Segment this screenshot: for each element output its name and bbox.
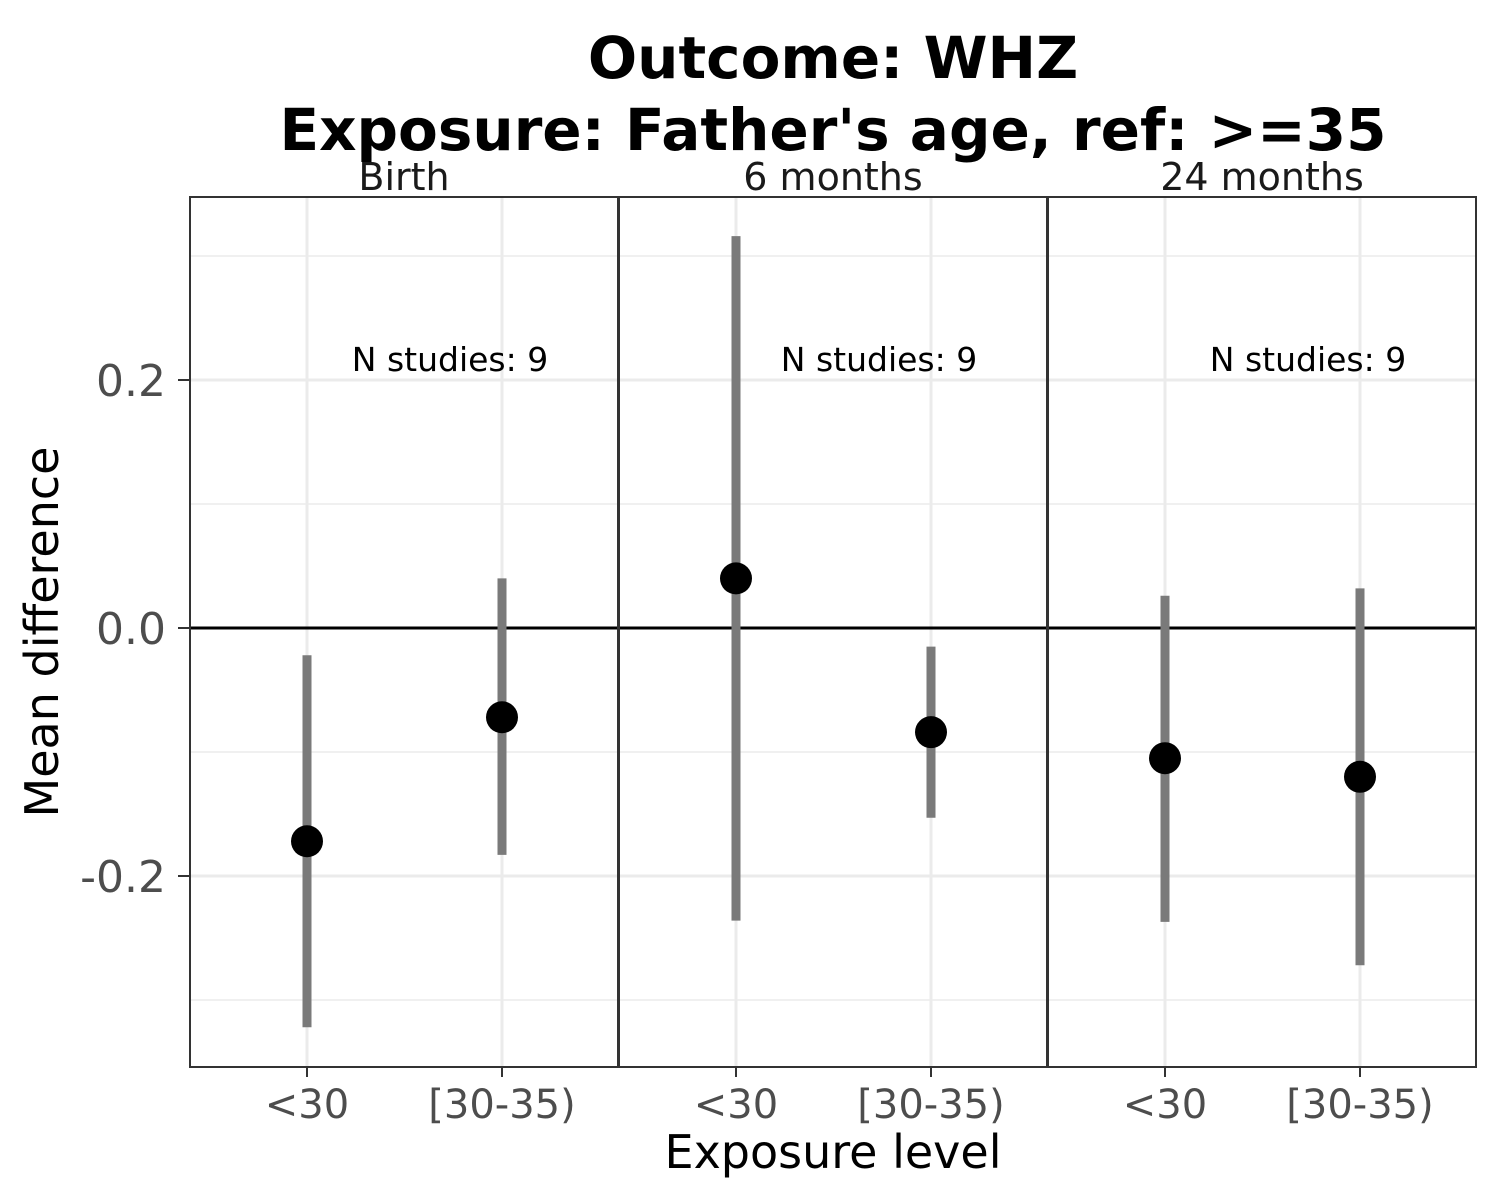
panel-background <box>1048 197 1476 1067</box>
y-tick-label: 0.2 <box>96 356 166 407</box>
point-estimate <box>915 716 947 749</box>
point-estimate <box>486 701 518 734</box>
panel-background <box>619 197 1047 1067</box>
n-studies-annotation: N studies: 9 <box>781 340 977 379</box>
panel-background <box>190 197 618 1067</box>
panels-group: N studies: 9 Birth <30 [30-35) N studies: 9 6… <box>80 155 1477 1128</box>
x-tick-label: [30-35) <box>1286 1082 1433 1128</box>
x-tick-label: <30 <box>694 1082 778 1128</box>
y-axis-label: Mean difference <box>15 447 69 818</box>
point-estimate <box>291 825 323 858</box>
x-axis-label: Exposure level <box>665 1125 1002 1179</box>
y-tick-label: -0.2 <box>80 852 166 903</box>
x-tick-label: [30-35) <box>857 1082 1004 1128</box>
x-tick-label: <30 <box>1123 1082 1207 1128</box>
x-tick-label: <30 <box>265 1082 349 1128</box>
facet-label: 24 months <box>1160 155 1364 199</box>
facet-label: 6 months <box>743 155 922 199</box>
x-tick-label: [30-35) <box>428 1082 575 1128</box>
chart-title-line2: Exposure: Father's age, ref: >=35 <box>279 96 1386 164</box>
point-estimate <box>1149 742 1181 775</box>
panel-border <box>1047 196 1477 1068</box>
point-estimate <box>1344 760 1376 793</box>
panel-0: N studies: 9 Birth <30 [30-35) <box>189 155 619 1128</box>
n-studies-annotation: N studies: 9 <box>1210 340 1406 379</box>
panel-1: N studies: 9 6 months <30 [30-35) <box>618 155 1048 1128</box>
y-tick-label: 0.0 <box>96 604 166 655</box>
facet-label: Birth <box>358 155 449 199</box>
panel-2: N studies: 9 24 months <30 [30-35) <box>1047 155 1477 1128</box>
n-studies-annotation: N studies: 9 <box>352 340 548 379</box>
chart-title-line1: Outcome: WHZ <box>588 24 1078 92</box>
point-estimate <box>720 562 752 595</box>
